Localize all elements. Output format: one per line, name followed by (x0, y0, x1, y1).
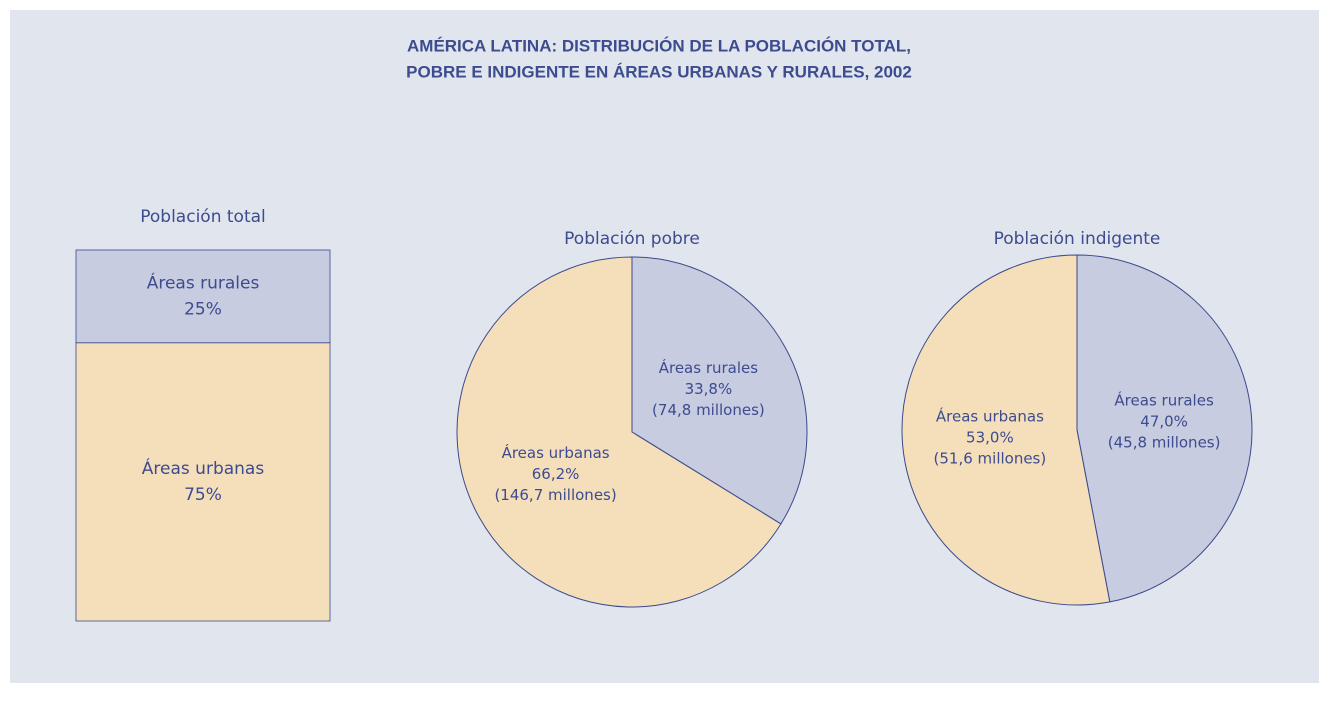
segment-label: Áreas urbanas (142, 457, 265, 479)
slice-detail: (146,7 millones) (494, 486, 616, 504)
pie-slice (901, 254, 1111, 606)
slice-detail: (45,8 millones) (1108, 433, 1221, 451)
value-label: 25% (184, 299, 222, 319)
segment-label: Áreas rurales (147, 271, 260, 293)
slice-label: Áreas urbanas (502, 443, 610, 462)
pie-slice (1076, 254, 1253, 603)
chart-title: POBRE E INDIGENTE EN ÁREAS URBANAS Y RUR… (406, 62, 912, 81)
bar-segment (75, 342, 331, 622)
chart-title: AMÉRICA LATINA: DISTRIBUCIÓN DE LA POBLA… (407, 36, 911, 55)
slice-label: Áreas rurales (659, 358, 759, 377)
slice-label: Áreas rurales (1114, 390, 1214, 409)
slice-detail: (51,6 millones) (934, 450, 1047, 468)
subchart-title: Población total (140, 207, 266, 227)
bar-segment (75, 249, 331, 344)
value-label: 75% (184, 485, 222, 505)
value-label: 66,2% (532, 465, 580, 483)
value-label: 47,0% (1140, 412, 1188, 430)
value-label: 53,0% (966, 429, 1014, 447)
subchart-title: Población indigente (994, 229, 1161, 249)
pie-slice (631, 256, 808, 525)
slice-detail: (74,8 millones) (652, 401, 765, 419)
pie-slice (456, 256, 782, 608)
value-label: 33,8% (685, 380, 733, 398)
subchart-title: Población pobre (564, 229, 700, 249)
slice-label: Áreas urbanas (936, 407, 1044, 426)
